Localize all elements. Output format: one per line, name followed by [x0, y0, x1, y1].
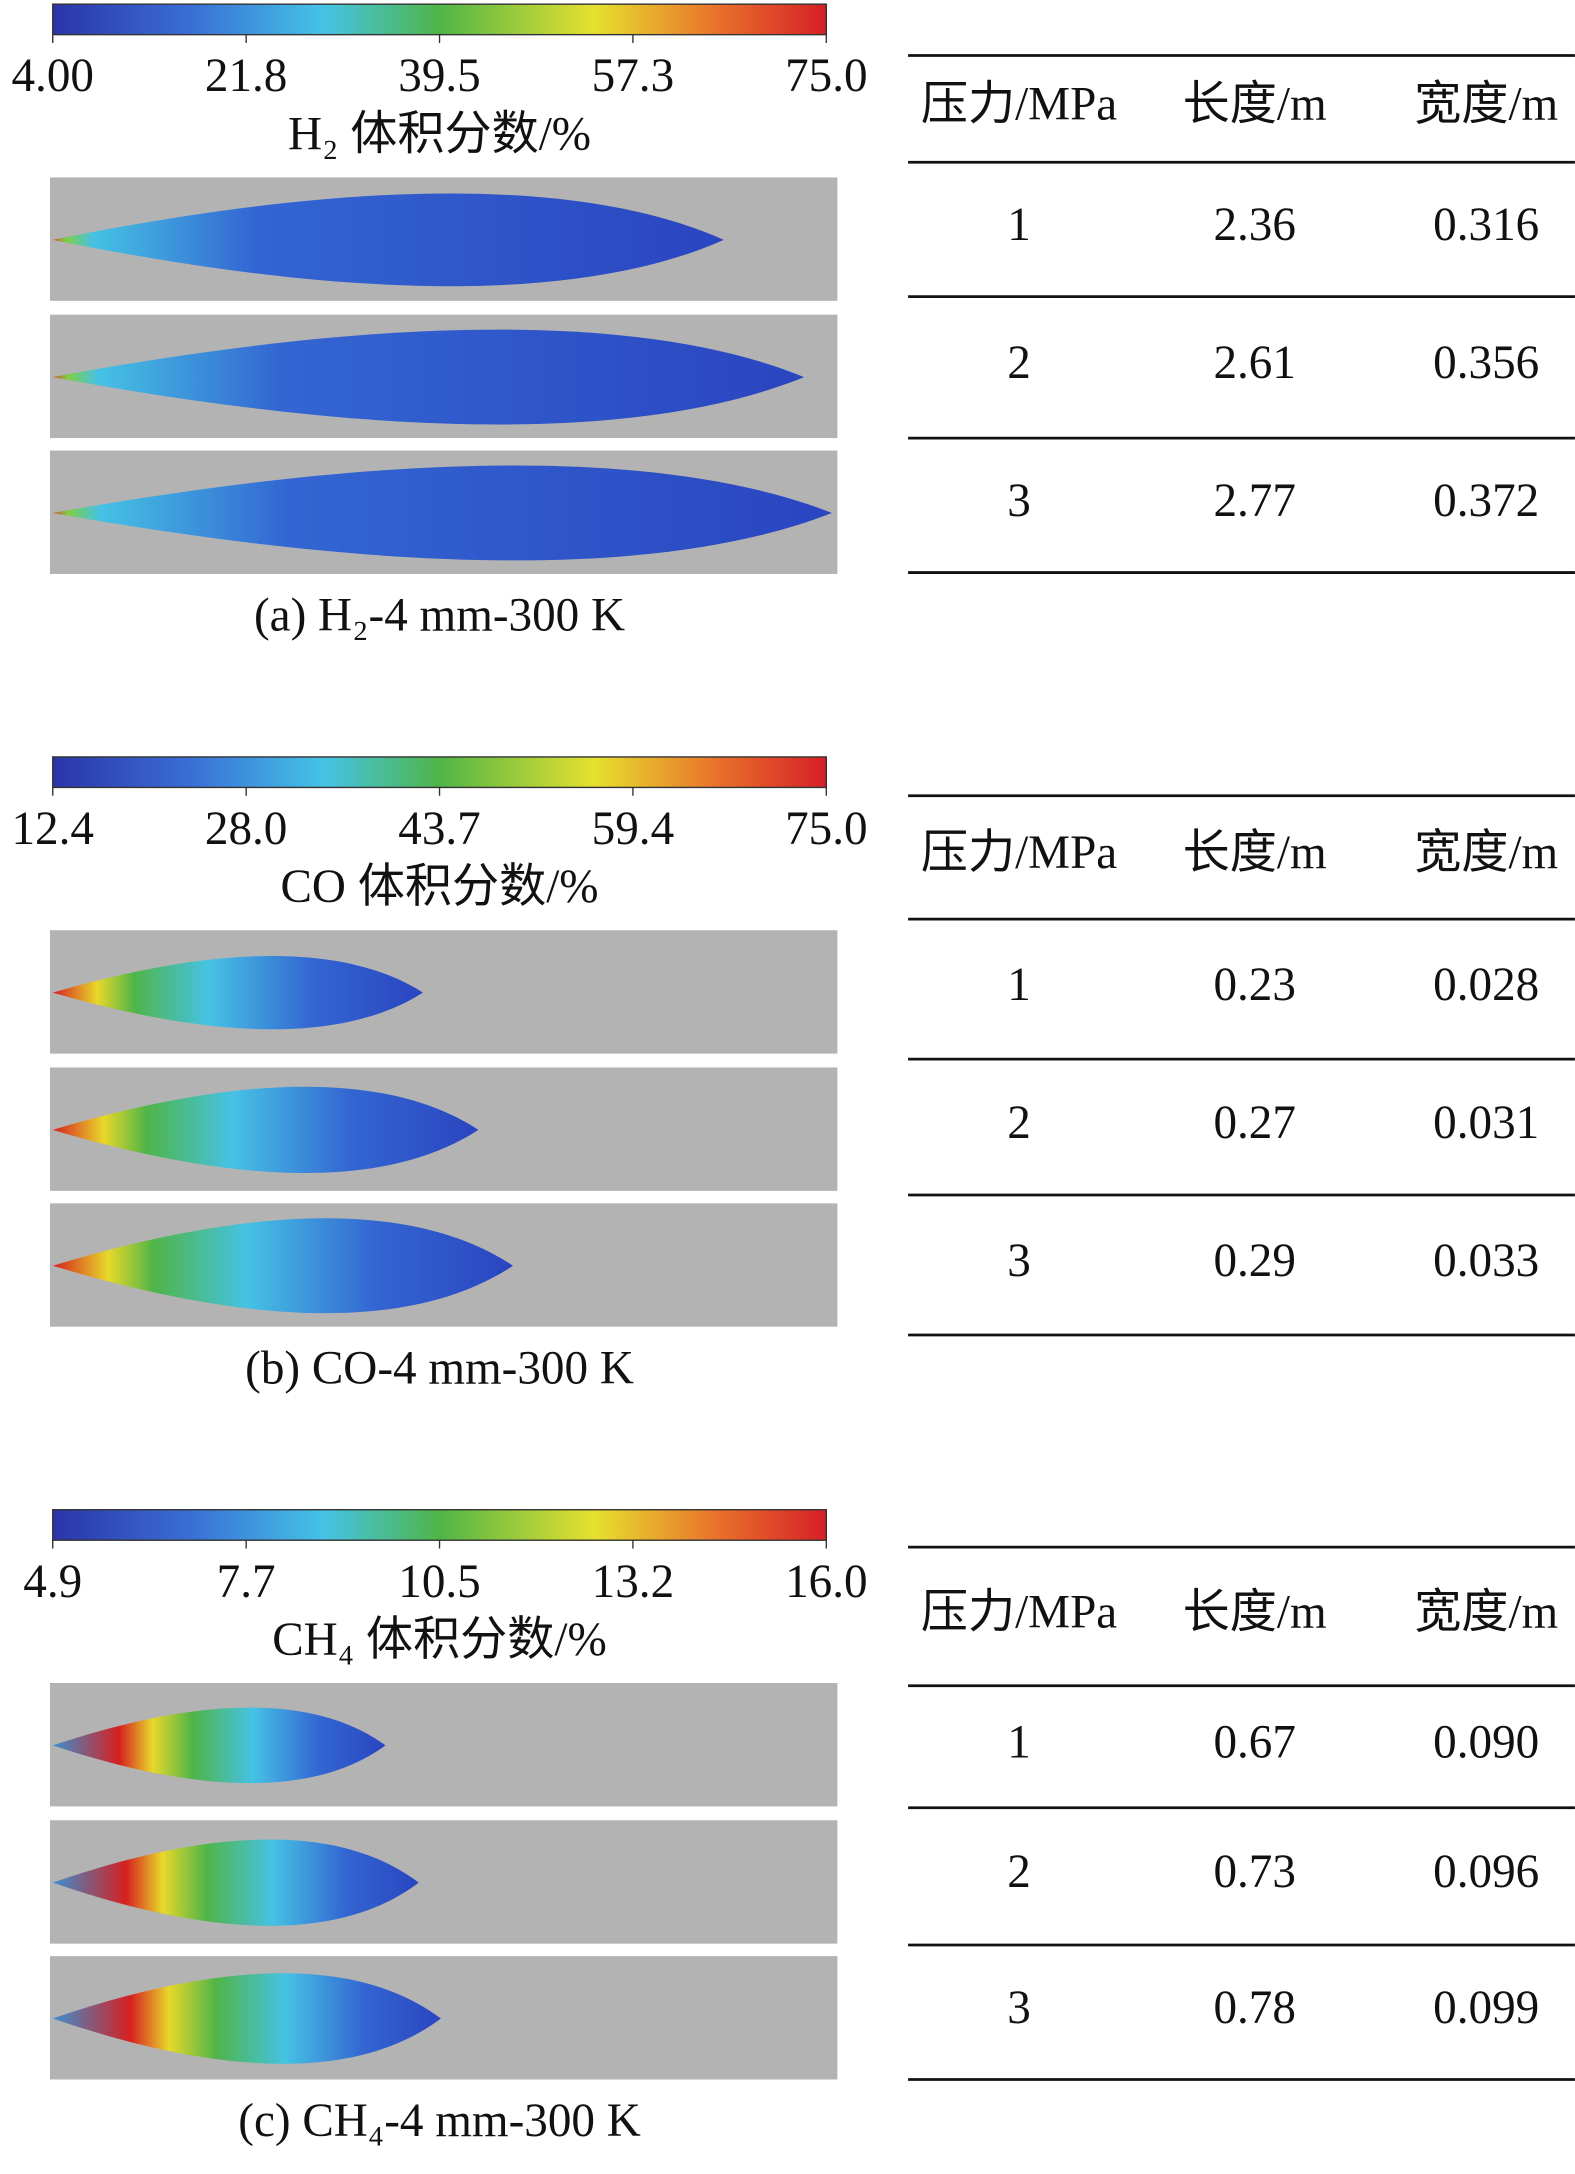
table-header: 宽度/m — [1414, 827, 1558, 879]
colorbar-tick-label: 28.0 — [205, 803, 287, 855]
caption: (b) CO-4 mm-300 K — [245, 1342, 634, 1394]
table-cell: 0.372 — [1433, 475, 1539, 527]
plume-contour — [52, 1218, 514, 1314]
table-header: 长度/m — [1183, 1586, 1327, 1638]
colorbar-tick-label: 10.5 — [398, 1556, 480, 1608]
table-header: 压力/MPa — [921, 79, 1117, 131]
plume-contour — [52, 1707, 386, 1784]
table-cell: 3 — [1007, 475, 1031, 527]
colorbar-label: H₂ 体积分数/% — [288, 108, 591, 160]
table-cell: 0.67 — [1213, 1717, 1295, 1769]
table-cell: 0.73 — [1213, 1846, 1295, 1898]
table-cell: 2 — [1007, 1097, 1031, 1149]
colorbar-tick-label: 43.7 — [398, 803, 480, 855]
table-cell: 2 — [1007, 337, 1031, 389]
table-cell: 0.031 — [1433, 1097, 1539, 1149]
table-header: 宽度/m — [1414, 1586, 1558, 1638]
colorbar-tick-label: 12.4 — [12, 803, 94, 855]
plume-contour — [52, 1839, 419, 1926]
table-cell: 2.77 — [1213, 475, 1295, 527]
table-cell: 0.27 — [1213, 1097, 1295, 1149]
table-cell: 0.78 — [1213, 1982, 1295, 2034]
colorbar — [52, 3, 828, 36]
table-cell: 2.61 — [1213, 337, 1295, 389]
colorbar-tick-label: 16.0 — [785, 1556, 867, 1608]
table-header: 长度/m — [1183, 79, 1327, 131]
colorbar-tick-label: 75.0 — [785, 50, 867, 102]
table-cell: 0.090 — [1433, 1717, 1539, 1769]
colorbar-tick-label: 39.5 — [398, 50, 480, 102]
colorbar-label: CH₄ 体积分数/% — [272, 1614, 607, 1666]
colorbar — [52, 756, 828, 789]
table-header: 压力/MPa — [921, 827, 1117, 879]
table-header: 长度/m — [1183, 827, 1327, 879]
table-header: 压力/MPa — [921, 1586, 1117, 1638]
table-cell: 0.356 — [1433, 337, 1539, 389]
plume-contour — [52, 193, 724, 287]
plume-contour — [52, 1086, 479, 1173]
table-cell: 0.316 — [1433, 199, 1539, 251]
table-cell: 1 — [1007, 1717, 1031, 1769]
plume-contour — [52, 1973, 441, 2064]
table-cell: 2.36 — [1213, 199, 1295, 251]
table-cell: 0.028 — [1433, 959, 1539, 1011]
colorbar-label: CO 体积分数/% — [280, 861, 598, 913]
table-cell: 3 — [1007, 1235, 1031, 1287]
table-cell: 1 — [1007, 199, 1031, 251]
colorbar-tick-label: 59.4 — [592, 803, 674, 855]
colorbar-tick-label: 57.3 — [592, 50, 674, 102]
table-cell: 0.23 — [1213, 959, 1295, 1011]
colorbar-tick-label: 4.9 — [23, 1556, 82, 1608]
table-header: 宽度/m — [1414, 79, 1558, 131]
colorbar-tick-label: 21.8 — [205, 50, 287, 102]
caption: (c) CH₄-4 mm-300 K — [238, 2095, 641, 2147]
colorbar-tick-label: 7.7 — [217, 1556, 276, 1608]
colorbar-tick-label: 13.2 — [592, 1556, 674, 1608]
plume-contour — [52, 465, 832, 561]
table-cell: 2 — [1007, 1846, 1031, 1898]
table-cell: 0.29 — [1213, 1235, 1295, 1287]
caption: (a) H₂-4 mm-300 K — [254, 590, 625, 642]
plume-contour — [52, 955, 423, 1030]
colorbar-tick-label: 75.0 — [785, 803, 867, 855]
colorbar-tick-label: 4.00 — [12, 50, 94, 102]
table-cell: 3 — [1007, 1982, 1031, 2034]
plume-contour — [52, 329, 805, 425]
colorbar — [52, 1509, 828, 1541]
table-cell: 0.033 — [1433, 1235, 1539, 1287]
table-cell: 1 — [1007, 959, 1031, 1011]
table-cell: 0.099 — [1433, 1982, 1539, 2034]
table-cell: 0.096 — [1433, 1846, 1539, 1898]
